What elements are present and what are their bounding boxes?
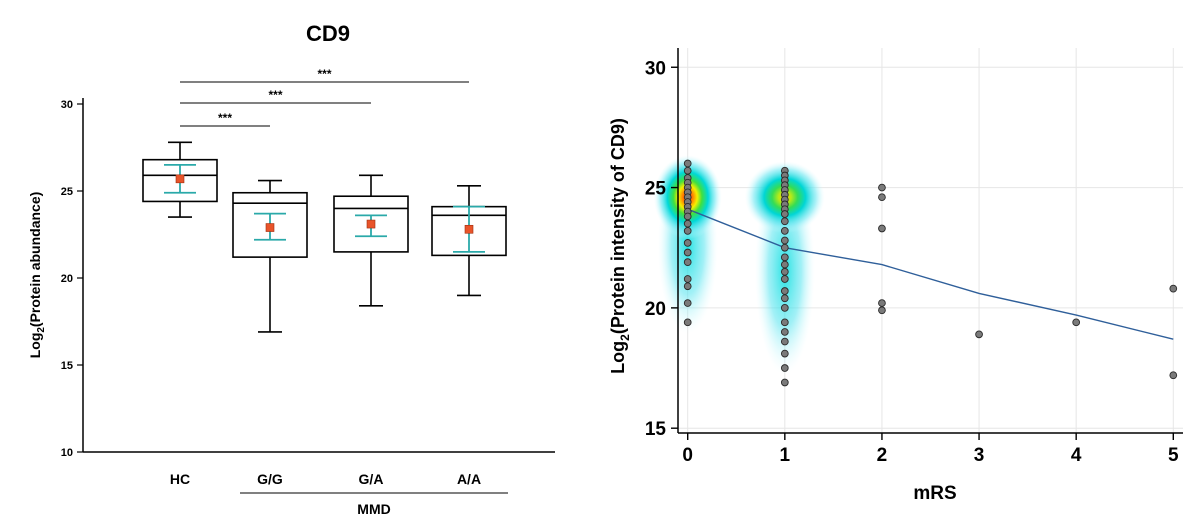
data-point	[683, 166, 692, 175]
data-point	[1169, 371, 1178, 380]
data-point	[683, 227, 692, 235]
data-point	[683, 212, 692, 221]
y-tick-label: 30	[645, 58, 666, 79]
density-overlay	[653, 155, 825, 375]
x-axis-label: mRS	[913, 483, 956, 504]
data-point	[878, 183, 886, 192]
x-tick-label: 3	[974, 445, 985, 466]
data-point	[780, 378, 789, 387]
category-labels: HC G/G G/A A/A	[170, 471, 481, 487]
data-point	[780, 260, 789, 269]
box-plot-panel: CD9 10 15 20 25 30 Log2(Protein abundance) *…	[27, 21, 555, 517]
data-point	[683, 159, 692, 168]
data-point	[878, 193, 886, 202]
data-point	[683, 219, 692, 228]
y-tick-label: 25	[61, 186, 73, 198]
y-tick-label: 20	[645, 299, 666, 320]
group-label: MMD	[357, 501, 390, 517]
data-point	[780, 287, 789, 295]
data-point	[780, 337, 789, 346]
data-point	[683, 299, 692, 307]
data-point	[1169, 284, 1178, 293]
data-point	[780, 294, 789, 303]
y-tick-label: 10	[61, 447, 73, 459]
data-point	[780, 318, 789, 327]
data-point	[780, 267, 789, 276]
mean-marker	[464, 224, 474, 234]
category-label: G/A	[359, 471, 384, 487]
data-point	[1072, 318, 1081, 327]
y-axis-label-rest: (Protein abundance)	[27, 192, 43, 327]
data-point	[780, 227, 789, 235]
mean-marker	[366, 219, 376, 229]
significance-brackets: *** *** ***	[180, 67, 469, 127]
data-point	[975, 330, 983, 339]
data-point	[780, 275, 789, 283]
significance-label: ***	[317, 67, 331, 81]
x-tick-label: 0	[682, 445, 693, 466]
category-label: A/A	[457, 471, 481, 487]
y-axis-label-main: Log	[27, 333, 43, 359]
data-point	[780, 253, 789, 262]
y-axis-label: Log2(Protein abundance)	[27, 192, 47, 359]
data-point	[780, 210, 789, 218]
significance-label: ***	[218, 111, 232, 125]
y-axis-label-main: Log	[608, 341, 628, 374]
y-tick-label: 25	[645, 179, 667, 200]
box-a-a	[431, 184, 507, 297]
category-label: G/G	[257, 471, 283, 487]
data-point	[878, 224, 886, 233]
data-point	[780, 236, 789, 245]
y-tick-label: 15	[645, 419, 667, 440]
trend-line	[687, 208, 1174, 340]
data-point	[878, 306, 886, 315]
data-point	[878, 299, 886, 307]
data-point	[780, 349, 789, 358]
x-tick-label: 4	[1071, 445, 1082, 466]
data-point	[683, 239, 692, 247]
y-tick-label: 15	[61, 360, 73, 372]
y-tick-label: 30	[61, 99, 73, 111]
x-tick-label: 1	[780, 445, 791, 466]
data-point	[780, 364, 789, 372]
y-axis-label: Log2(Protein intensity of CD9)	[608, 118, 632, 374]
box-g-a	[333, 174, 409, 307]
y-axis-label-rest: (Protein intensity of CD9)	[608, 118, 628, 334]
box-g-g	[232, 179, 308, 333]
significance-label: ***	[268, 88, 282, 102]
mean-marker	[175, 174, 185, 184]
mean-marker	[265, 223, 275, 232]
chart-title: CD9	[306, 21, 350, 46]
axis-ticks: 15 20 25 30 0 1 2 3 4 5	[645, 58, 1179, 466]
data-points	[683, 159, 1178, 387]
data-point	[780, 243, 789, 252]
data-point	[683, 282, 692, 291]
data-point	[780, 328, 789, 336]
data-point	[683, 248, 692, 257]
x-tick-label: 5	[1168, 445, 1179, 466]
data-point	[683, 318, 692, 327]
gridlines	[678, 48, 1183, 433]
y-axis-ticks: 10 15 20 25 30	[61, 99, 83, 459]
y-axis-label-subscript: 2	[36, 327, 47, 333]
boxes	[142, 141, 507, 333]
y-tick-label: 20	[61, 273, 73, 285]
data-point	[683, 275, 692, 283]
data-point	[683, 258, 692, 267]
y-axis-label-subscript: 2	[618, 334, 632, 341]
data-point	[780, 217, 789, 226]
category-label: HC	[170, 471, 190, 487]
box-hc	[142, 141, 218, 218]
data-point	[780, 304, 789, 312]
x-tick-label: 2	[877, 445, 888, 466]
